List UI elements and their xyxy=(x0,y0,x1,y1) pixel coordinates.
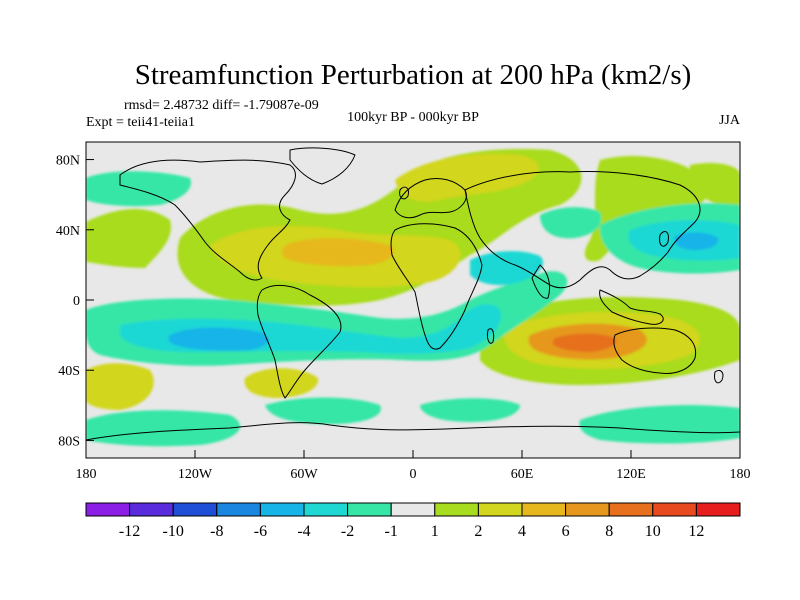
contour-negative-west xyxy=(86,309,96,333)
colorbar-label: 8 xyxy=(605,523,613,540)
season-label: JJA xyxy=(719,113,741,128)
contour-negative-south-4 xyxy=(579,405,740,444)
map-panel: 80N 40N 0 40S 80S 180 120W 60W 0 60E 120E 180 xyxy=(56,141,751,482)
latitude-axis: 80N 40N 0 40S 80S xyxy=(56,154,94,449)
lon-tick-label: 60E xyxy=(511,467,534,482)
contour-positive-core xyxy=(282,238,394,267)
coastline-asia xyxy=(464,171,701,289)
contour-negative-east-africa xyxy=(470,251,544,286)
colorbar-label: 10 xyxy=(645,523,661,540)
contour-positive-sw xyxy=(86,363,154,410)
coastline-japan xyxy=(659,231,669,247)
contour-positive-europe xyxy=(395,153,539,202)
coastline-greenland xyxy=(289,147,356,185)
lon-tick-label: 180 xyxy=(76,467,97,482)
coastline-new-zealand xyxy=(714,369,724,384)
lat-tick-label: 40N xyxy=(56,224,80,239)
coastline-australia xyxy=(613,327,697,374)
colorbar-label: -6 xyxy=(254,523,267,540)
lon-tick-label: 120E xyxy=(616,467,646,482)
contour-negative-alaska xyxy=(86,171,191,207)
lat-tick-label: 40S xyxy=(58,364,80,379)
colorbar: -12 -10 -8 -6 -4 -2 -1 1 2 4 6 8 10 12 xyxy=(85,502,741,540)
colorbar-swatch xyxy=(129,502,174,517)
colorbar-swatch xyxy=(434,502,479,517)
lat-tick-label: 0 xyxy=(73,294,80,309)
lon-tick-label: 60W xyxy=(290,467,318,482)
colorbar-swatch xyxy=(652,502,697,517)
lon-tick-label: 180 xyxy=(730,467,751,482)
colorbar-label: 6 xyxy=(562,523,570,540)
coastline-uk xyxy=(399,186,409,200)
lon-tick-label: 0 xyxy=(410,467,417,482)
colorbar-swatch xyxy=(695,502,741,517)
expt-line: Expt = teii41-teiia1 xyxy=(86,115,195,130)
coastline-southeast-asia xyxy=(599,289,664,325)
colorbar-swatch xyxy=(347,502,392,517)
contour-negative-westpac xyxy=(540,207,602,239)
colorbar-label: -2 xyxy=(341,523,354,540)
contour-positive-sam xyxy=(244,368,319,398)
colorbar-label: 2 xyxy=(474,523,482,540)
contour-negative-npac-3 xyxy=(674,232,719,250)
contour-positive-north xyxy=(86,208,171,268)
colorbar-swatch xyxy=(608,502,654,517)
map-title: Streamfunction Perturbation at 200 hPa (… xyxy=(135,59,692,91)
stats-line: rmsd= 2.48732 diff= -1.79087e-09 xyxy=(124,98,319,113)
colorbar-swatch xyxy=(259,502,305,517)
lat-tick-label: 80S xyxy=(58,434,80,449)
contour-negative-trop-core xyxy=(168,327,269,351)
period-line: 100kyr BP - 000kyr BP xyxy=(347,110,479,125)
contour-negative-south-3 xyxy=(420,398,520,422)
colorbar-label: -1 xyxy=(385,523,398,540)
colorbar-swatch xyxy=(390,502,436,517)
contour-negative-south-2 xyxy=(265,397,381,425)
coastline-africa xyxy=(390,223,483,350)
contour-positive-npac xyxy=(690,163,740,207)
coastline-south-america xyxy=(256,284,342,399)
colorbar-swatch xyxy=(521,502,567,517)
coastlines xyxy=(86,147,740,441)
coastline-india xyxy=(531,264,551,299)
coastline-madagascar xyxy=(487,328,495,344)
colorbar-swatch xyxy=(172,502,218,517)
colorbar-label: -10 xyxy=(163,523,184,540)
colorbar-swatch xyxy=(216,502,261,517)
colorbar-label: -12 xyxy=(119,523,140,540)
coastline-antarctica xyxy=(86,422,740,441)
contour-positive-indian-4 xyxy=(552,333,617,352)
coastline-north-america xyxy=(119,159,296,281)
colorbar-label: -8 xyxy=(210,523,223,540)
colorbar-swatch xyxy=(85,502,131,517)
colorbar-label: 1 xyxy=(431,523,439,540)
colorbar-label: 12 xyxy=(688,523,704,540)
colorbar-swatch xyxy=(303,502,349,517)
contour-fields xyxy=(86,149,740,447)
colorbar-swatch xyxy=(565,502,610,517)
colorbar-swatch xyxy=(477,502,523,517)
contour-negative-south-1 xyxy=(86,410,240,447)
lon-tick-label: 120W xyxy=(178,467,213,482)
lat-tick-label: 80N xyxy=(56,154,80,169)
longitude-axis: 180 120W 60W 0 60E 120E 180 xyxy=(76,450,751,482)
colorbar-label: 4 xyxy=(518,523,526,540)
colorbar-label: -4 xyxy=(297,523,310,540)
coastline-europe xyxy=(394,177,467,219)
